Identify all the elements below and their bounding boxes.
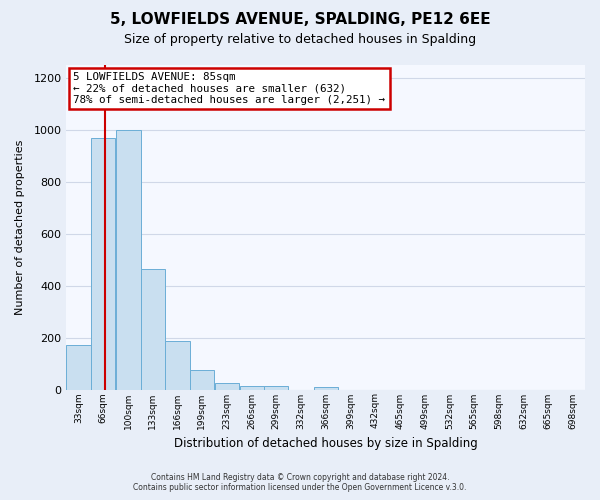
Text: 5, LOWFIELDS AVENUE, SPALDING, PE12 6EE: 5, LOWFIELDS AVENUE, SPALDING, PE12 6EE bbox=[110, 12, 490, 28]
Text: Contains public sector information licensed under the Open Government Licence v.: Contains public sector information licen… bbox=[133, 484, 467, 492]
Text: Size of property relative to detached houses in Spalding: Size of property relative to detached ho… bbox=[124, 32, 476, 46]
Text: Contains HM Land Registry data © Crown copyright and database right 2024.: Contains HM Land Registry data © Crown c… bbox=[151, 474, 449, 482]
Text: 5 LOWFIELDS AVENUE: 85sqm
← 22% of detached houses are smaller (632)
78% of semi: 5 LOWFIELDS AVENUE: 85sqm ← 22% of detac… bbox=[73, 72, 385, 105]
Bar bbox=[116, 130, 140, 390]
Bar bbox=[239, 386, 264, 390]
Bar bbox=[190, 370, 214, 390]
Bar bbox=[264, 386, 289, 390]
Bar bbox=[215, 383, 239, 390]
Bar bbox=[91, 138, 115, 390]
Bar bbox=[165, 342, 190, 390]
Bar bbox=[67, 346, 91, 390]
X-axis label: Distribution of detached houses by size in Spalding: Distribution of detached houses by size … bbox=[174, 437, 478, 450]
Y-axis label: Number of detached properties: Number of detached properties bbox=[15, 140, 25, 315]
Bar bbox=[141, 269, 165, 390]
Bar bbox=[314, 387, 338, 390]
